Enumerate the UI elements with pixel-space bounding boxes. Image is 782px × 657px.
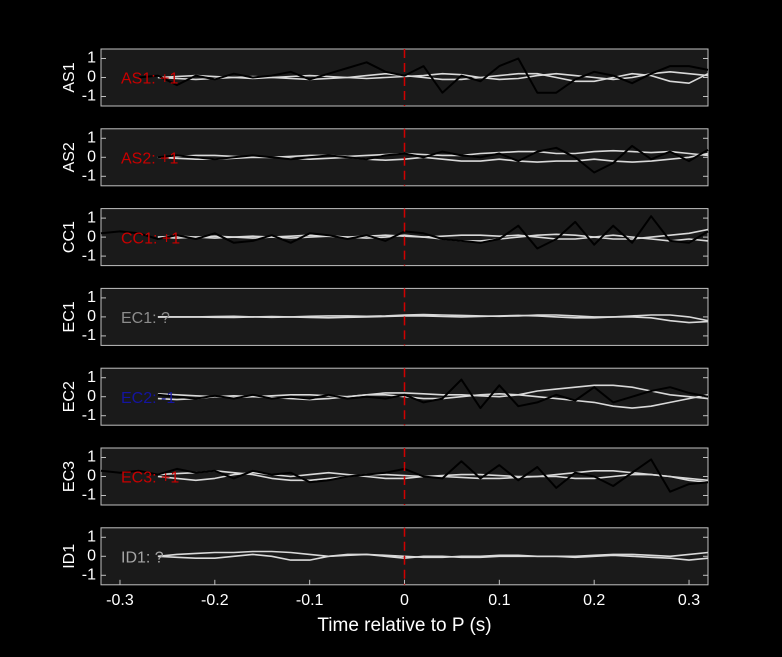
y-tick-label: -1 [82, 168, 96, 185]
pick-label: ID1: ? [121, 550, 164, 567]
x-axis-label: Time relative to P (s) [317, 615, 491, 636]
y-tick-label: 1 [87, 289, 96, 306]
x-tick-label: 0.2 [583, 592, 605, 609]
y-tick-label: 1 [87, 130, 96, 147]
trace [157, 71, 709, 81]
y-tick-label: -1 [82, 88, 96, 105]
y-tick-label: 0 [87, 149, 96, 166]
y-tick-label: 0 [87, 388, 96, 405]
y-tick-label: -1 [82, 567, 96, 584]
y-tick-label: 0 [87, 69, 96, 86]
y-tick-label: 1 [87, 529, 96, 546]
pick-label: CC1: +1 [121, 230, 180, 247]
y-axis-label: ID1 [61, 544, 78, 569]
y-tick-label: 0 [87, 548, 96, 565]
y-axis-label: CC1 [61, 221, 78, 253]
y-tick-label: 1 [87, 369, 96, 386]
y-axis-label: AS2 [61, 142, 78, 172]
x-tick-label: -0.1 [296, 592, 324, 609]
x-tick-label: 0 [400, 592, 409, 609]
trace [157, 314, 709, 324]
x-tick-label: 0.3 [678, 592, 700, 609]
pick-label: AS2: +1 [121, 151, 178, 168]
x-tick-label: -0.3 [106, 592, 134, 609]
x-tick-label: -0.2 [201, 592, 229, 609]
trace [157, 550, 709, 559]
y-tick-label: 1 [87, 449, 96, 466]
y-axis-label: EC2 [61, 381, 78, 412]
trace [157, 378, 709, 410]
y-tick-label: -1 [82, 407, 96, 424]
trace [157, 393, 709, 409]
y-tick-label: 1 [87, 50, 96, 67]
y-tick-label: -1 [82, 487, 96, 504]
y-axis-label: EC3 [61, 461, 78, 492]
trace [157, 553, 709, 561]
x-tick-label: 0.1 [488, 592, 510, 609]
y-axis-label: AS1 [61, 62, 78, 92]
trace [138, 57, 709, 94]
y-axis-label: EC1 [61, 301, 78, 332]
y-tick-label: -1 [82, 327, 96, 344]
trace [157, 144, 709, 174]
y-tick-label: 0 [87, 228, 96, 245]
y-tick-label: 0 [87, 308, 96, 325]
y-tick-label: 0 [87, 468, 96, 485]
pick-label: EC1: ? [121, 310, 170, 327]
trace [157, 228, 709, 242]
pick-label: EC2: -1 [121, 390, 175, 407]
y-tick-label: 1 [87, 209, 96, 226]
pick-label: EC3: +1 [121, 470, 179, 487]
y-tick-label: -1 [82, 247, 96, 264]
pick-label: AS1: +1 [121, 71, 178, 88]
